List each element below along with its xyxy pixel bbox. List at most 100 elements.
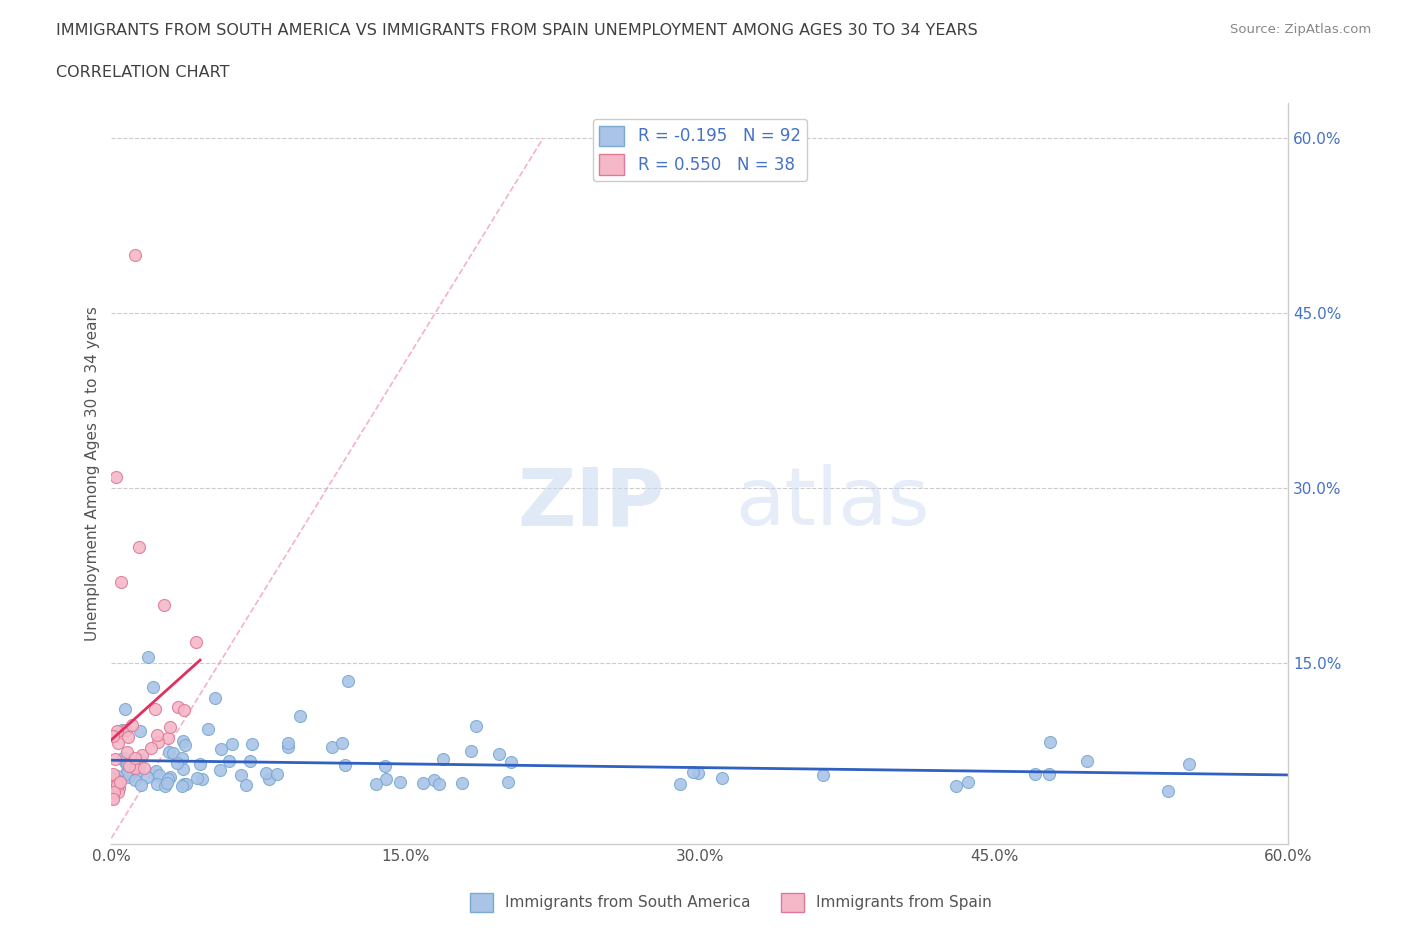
- Point: [957, 775, 980, 790]
- Point: [115, 766, 138, 781]
- Point: [112, 751, 135, 765]
- Point: [105, 768, 128, 783]
- Point: [110, 574, 132, 589]
- Point: [115, 745, 138, 760]
- Text: Source: ZipAtlas.com: Source: ZipAtlas.com: [1230, 23, 1371, 36]
- Point: [107, 780, 129, 795]
- Point: [103, 777, 125, 791]
- Point: [118, 759, 141, 774]
- Point: [103, 772, 125, 787]
- Point: [128, 758, 150, 773]
- Point: [157, 745, 180, 760]
- Point: [197, 722, 219, 737]
- Point: [711, 770, 734, 785]
- Point: [121, 718, 143, 733]
- Point: [128, 539, 150, 554]
- Point: [166, 755, 188, 770]
- Point: [208, 763, 231, 777]
- Point: [159, 769, 181, 784]
- Point: [148, 767, 170, 782]
- Point: [107, 778, 129, 793]
- Point: [240, 737, 263, 751]
- Point: [153, 778, 176, 793]
- Point: [209, 741, 232, 756]
- Point: [114, 754, 136, 769]
- Point: [333, 758, 356, 773]
- Point: [146, 777, 169, 791]
- Point: [266, 766, 288, 781]
- Point: [412, 776, 434, 790]
- Point: [131, 747, 153, 762]
- Point: [103, 729, 125, 744]
- Point: [156, 776, 179, 790]
- Point: [374, 759, 396, 774]
- Point: [945, 778, 967, 793]
- Point: [1178, 756, 1201, 771]
- Text: ZIP: ZIP: [517, 464, 665, 542]
- Point: [330, 736, 353, 751]
- Point: [336, 673, 359, 688]
- Point: [277, 739, 299, 754]
- Point: [120, 764, 142, 778]
- Point: [142, 679, 165, 694]
- Legend: Immigrants from South America, Immigrants from Spain: Immigrants from South America, Immigrant…: [464, 887, 998, 918]
- Point: [143, 702, 166, 717]
- Point: [103, 767, 125, 782]
- Point: [1024, 766, 1046, 781]
- Text: IMMIGRANTS FROM SOUTH AMERICA VS IMMIGRANTS FROM SPAIN UNEMPLOYMENT AMONG AGES 3: IMMIGRANTS FROM SOUTH AMERICA VS IMMIGRA…: [56, 23, 979, 38]
- Point: [254, 765, 277, 780]
- Point: [1039, 735, 1062, 750]
- Point: [103, 790, 125, 805]
- Point: [105, 777, 128, 791]
- Point: [103, 785, 125, 800]
- Point: [686, 765, 709, 780]
- Point: [136, 650, 159, 665]
- Point: [450, 776, 472, 790]
- Point: [321, 740, 343, 755]
- Point: [173, 737, 195, 752]
- Point: [218, 753, 240, 768]
- Point: [170, 751, 193, 765]
- Point: [501, 754, 523, 769]
- Point: [146, 735, 169, 750]
- Point: [682, 764, 704, 779]
- Point: [107, 785, 129, 800]
- Point: [105, 724, 128, 738]
- Point: [229, 768, 252, 783]
- Point: [191, 772, 214, 787]
- Point: [364, 777, 387, 791]
- Point: [118, 770, 141, 785]
- Point: [1038, 766, 1060, 781]
- Point: [235, 777, 257, 792]
- Point: [811, 767, 834, 782]
- Point: [115, 755, 138, 770]
- Point: [132, 761, 155, 776]
- Point: [111, 723, 134, 737]
- Point: [114, 702, 136, 717]
- Point: [423, 773, 446, 788]
- Point: [170, 779, 193, 794]
- Point: [117, 729, 139, 744]
- Point: [389, 774, 412, 789]
- Point: [1076, 753, 1098, 768]
- Point: [127, 764, 149, 778]
- Point: [221, 737, 243, 751]
- Point: [288, 709, 311, 724]
- Point: [124, 773, 146, 788]
- Point: [277, 735, 299, 750]
- Point: [375, 771, 398, 786]
- Text: CORRELATION CHART: CORRELATION CHART: [56, 65, 229, 80]
- Point: [124, 247, 146, 262]
- Point: [129, 777, 152, 792]
- Point: [104, 469, 127, 484]
- Point: [124, 761, 146, 776]
- Point: [488, 747, 510, 762]
- Point: [103, 791, 125, 806]
- Point: [172, 762, 194, 777]
- Point: [460, 744, 482, 759]
- Point: [146, 728, 169, 743]
- Point: [190, 756, 212, 771]
- Point: [184, 635, 207, 650]
- Point: [427, 777, 450, 791]
- Point: [174, 777, 197, 791]
